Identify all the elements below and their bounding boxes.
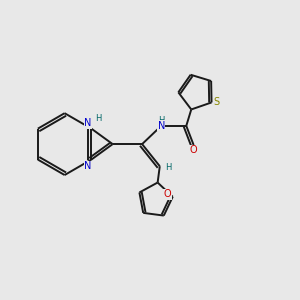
Text: N: N bbox=[158, 121, 165, 131]
Text: N: N bbox=[84, 161, 92, 171]
Text: H: H bbox=[158, 116, 164, 125]
Text: O: O bbox=[190, 145, 197, 155]
Text: N: N bbox=[84, 118, 92, 128]
Text: H: H bbox=[95, 114, 101, 123]
Text: S: S bbox=[214, 98, 220, 107]
Text: H: H bbox=[165, 163, 171, 172]
Text: O: O bbox=[164, 190, 171, 200]
